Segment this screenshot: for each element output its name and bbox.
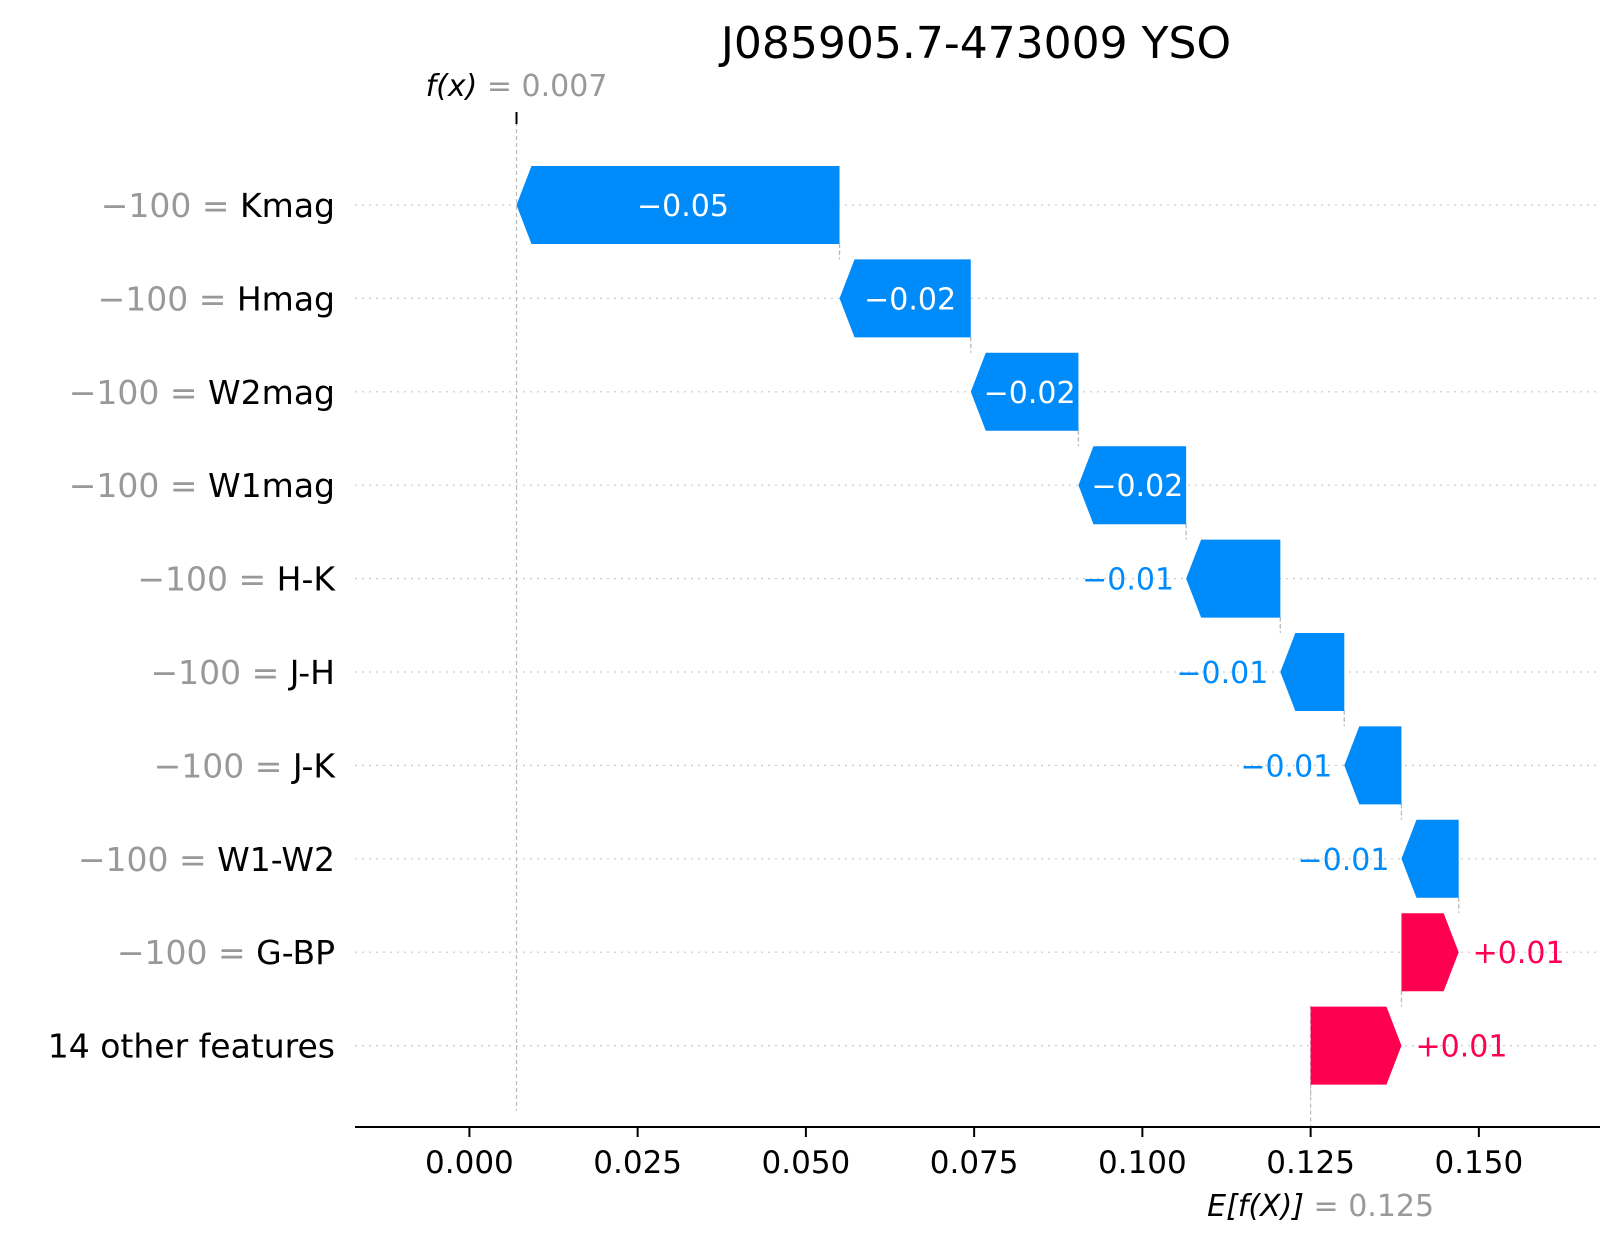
bar-value-label: −0.05 [637,189,729,224]
feature-value: −100 = [69,466,208,505]
feature-name: G-BP [256,933,335,972]
feature-name: W1-W2 [217,840,335,879]
feature-name: W1mag [208,466,335,505]
feature-labels: −100 = Kmag−100 = Hmag−100 = W2mag−100 =… [48,186,337,1066]
bar-14-other-features [1310,1006,1402,1085]
feature-value: −100 = [101,186,240,225]
feature-name: 14 other features [48,1027,335,1066]
bar-w2mag [970,352,1079,431]
feature-name: H-K [277,560,337,599]
feature-value: −100 = [154,746,293,785]
bar-g-bp [1401,913,1459,992]
x-tick-label: 0.000 [425,1145,514,1181]
feature-name: Hmag [237,279,335,318]
x-tick-label: 0.050 [762,1145,851,1181]
feature-label: 14 other features [48,1027,335,1066]
fx-annotations: f(x) = 0.007 E[f(X)] = 0.125 [426,69,1435,1224]
feature-name: W2mag [208,373,335,412]
x-tick-label: 0.150 [1434,1145,1523,1181]
feature-value: −100 = [137,560,276,599]
bar-value-label: −0.02 [1091,469,1183,504]
bar-w1mag [1078,446,1187,525]
fx-value: = 0.007 [477,69,607,104]
feature-label: −100 = Hmag [98,279,335,318]
bar-value-label: +0.01 [1473,936,1565,971]
x-axis: 0.000 0.025 0.050 0.075 0.100 0.125 0.150 [355,1126,1600,1181]
bar-value-label: −0.01 [1176,656,1268,691]
feature-value: −100 = [117,933,256,972]
bar-value-label: −0.02 [864,282,956,317]
feature-label: −100 = H-K [137,560,336,599]
bar-kmag [516,166,840,244]
bar-j-k [1344,726,1402,805]
base-value-label: E[f(X)] = 0.125 [1207,1189,1434,1224]
feature-value: −100 = [69,373,208,412]
bar-value-label: −0.01 [1240,749,1332,784]
bar-value-label: −0.01 [1298,843,1390,878]
base-value: = 0.125 [1304,1189,1434,1224]
feature-name: Kmag [240,186,335,225]
x-tick-label: 0.100 [1098,1145,1187,1181]
x-tick-label: 0.125 [1266,1145,1355,1181]
feature-label: −100 = J-H [150,653,335,692]
bar-h-k [1186,539,1281,618]
bar-value-label: −0.02 [984,376,1076,411]
x-tick-label: 0.075 [930,1145,1019,1181]
feature-label: −100 = G-BP [117,933,335,972]
bar-value-label: +0.01 [1415,1030,1507,1065]
feature-value: −100 = [98,279,237,318]
feature-label: −100 = W2mag [69,373,335,412]
bar-hmag [839,259,971,338]
feature-label: −100 = W1mag [69,466,335,505]
bar-value-label: −0.01 [1082,563,1174,598]
feature-label: −100 = J-K [154,746,337,785]
x-tick-label: 0.025 [593,1145,682,1181]
feature-name: J-K [291,746,336,785]
feature-label: −100 = W1-W2 [78,840,335,879]
feature-value: −100 = [150,653,289,692]
connector-lines [515,115,1460,1127]
feature-label: −100 = Kmag [101,186,335,225]
feature-name: J-H [288,653,335,692]
base-symbol: E[f(X)] [1207,1189,1304,1224]
chart-title: J085905.7-473009 YSO [718,18,1231,69]
contribution-bars: −0.05 −0.02 −0.02 −0.02 −0.01 −0.01 −0.01 −0.01… [516,166,1565,1085]
bar-w1-w2 [1401,819,1459,898]
fx-label: f(x) = 0.007 [426,69,608,104]
bar-j-h [1280,633,1345,711]
fx-symbol: f(x) [426,69,478,104]
feature-value: −100 = [78,840,217,879]
